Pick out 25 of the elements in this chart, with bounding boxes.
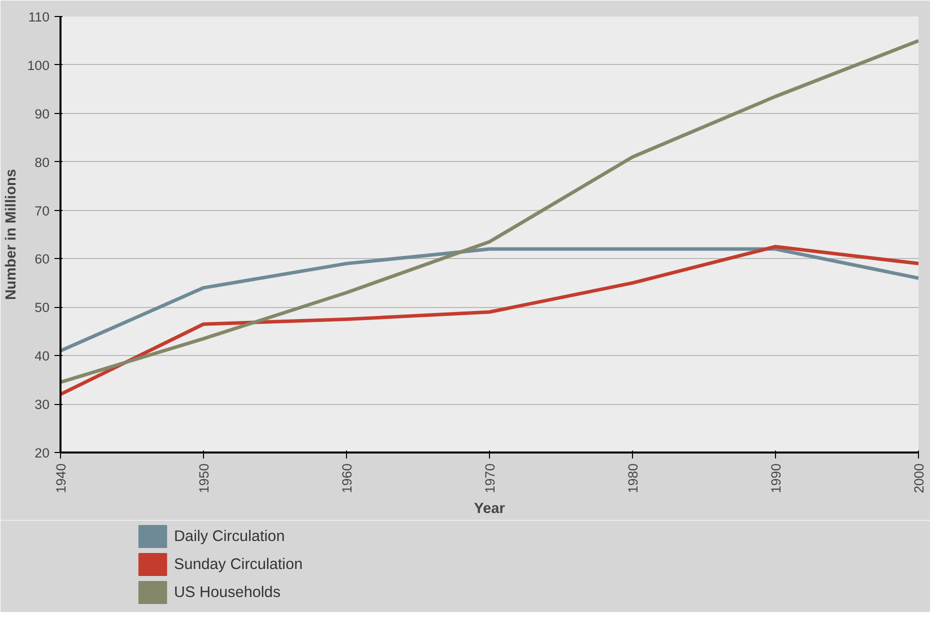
line-series: [60, 38, 918, 384]
y-tick-label: 70: [34, 203, 50, 218]
y-tick-label: 60: [34, 252, 50, 267]
x-tick-label: 1980: [626, 463, 640, 494]
y-tick-label: 100: [27, 58, 50, 73]
x-tick-label: 1940: [54, 463, 68, 494]
y-tick-label: 40: [34, 348, 50, 364]
x-tick-label: 1970: [482, 463, 498, 494]
y-tick-label: 20: [34, 446, 50, 460]
legend-label: Sunday Circulation: [174, 556, 303, 573]
line-series: [60, 244, 918, 396]
x-tick-label: 1990: [768, 463, 784, 494]
x-tick-label: 1950: [196, 463, 212, 494]
y-axis-title: Number in Millions: [3, 168, 20, 300]
y-tick-label: 50: [34, 300, 50, 316]
x-tick-label: 2000: [912, 463, 926, 494]
legend-label: US Households: [174, 584, 281, 601]
x-axis-title: Year: [474, 501, 506, 518]
y-tick-label: 30: [34, 397, 50, 412]
legend-label: Daily Circulation: [174, 528, 285, 545]
line-series: [60, 247, 918, 353]
y-tick-label: 90: [34, 106, 50, 122]
y-tick-label: 80: [34, 154, 50, 170]
y-tick-label: 110: [28, 10, 50, 24]
x-tick-label: 1960: [340, 463, 354, 494]
